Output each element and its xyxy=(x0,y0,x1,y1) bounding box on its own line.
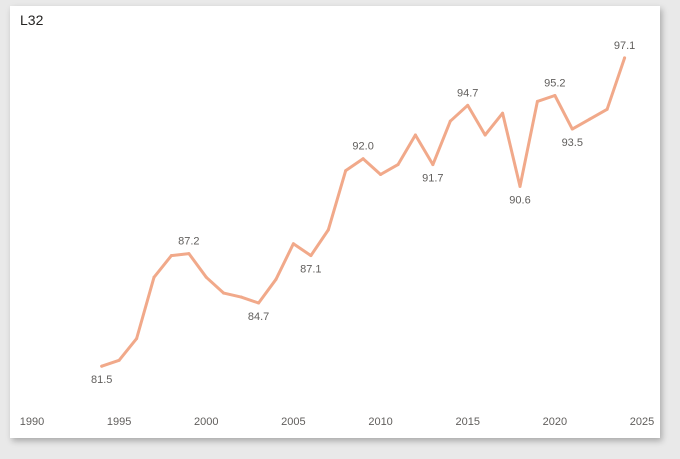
data-point xyxy=(379,173,383,177)
data-point xyxy=(588,117,592,121)
data-point xyxy=(222,291,226,295)
data-point xyxy=(326,228,330,232)
data-point xyxy=(344,169,348,173)
data-labels: 81.5 87.2 84.7 87.1 92.0 91.7 94.7 90.6 95.2 93.5… xyxy=(91,40,635,386)
data-label: 84.7 xyxy=(248,311,269,323)
data-point xyxy=(535,99,539,103)
data-point xyxy=(239,295,243,299)
data-point xyxy=(501,111,505,115)
data-point xyxy=(413,133,417,137)
data-point xyxy=(291,242,295,246)
data-point xyxy=(553,93,557,97)
data-point xyxy=(274,277,278,281)
data-label: 87.2 xyxy=(178,236,199,248)
line-chart: 1990 1995 2000 2005 2010 2015 2020 2025 81.5 87.… xyxy=(20,40,654,428)
data-point xyxy=(570,127,574,131)
data-point xyxy=(169,254,173,258)
data-point xyxy=(623,56,627,60)
data-label: 95.2 xyxy=(544,77,565,89)
x-axis: 1990 1995 2000 2005 2010 2015 2020 2025 xyxy=(20,416,654,428)
data-point xyxy=(100,364,104,368)
series-line xyxy=(100,56,627,368)
chart-card: L32 1990 1995 2000 2005 2010 2015 2020 2025 81.… xyxy=(10,6,660,438)
data-point xyxy=(466,103,470,107)
series-layer xyxy=(100,56,627,368)
data-label: 93.5 xyxy=(562,137,583,149)
data-point xyxy=(117,358,121,362)
x-tick-label: 2010 xyxy=(368,416,392,428)
data-label: 90.6 xyxy=(509,194,530,206)
chart-title: L32 xyxy=(20,12,44,28)
data-point xyxy=(152,275,156,279)
x-tick-label: 1995 xyxy=(107,416,131,428)
x-tick-label: 2005 xyxy=(281,416,305,428)
data-point xyxy=(204,275,208,279)
data-label: 87.1 xyxy=(300,264,321,276)
data-point xyxy=(431,163,435,167)
data-label: 91.7 xyxy=(422,173,443,185)
data-label: 97.1 xyxy=(614,40,635,52)
data-point xyxy=(518,184,522,188)
x-tick-label: 2000 xyxy=(194,416,218,428)
data-label: 92.0 xyxy=(352,141,373,153)
data-point xyxy=(309,254,313,258)
data-point xyxy=(448,119,452,123)
data-label: 81.5 xyxy=(91,374,112,386)
data-point xyxy=(483,133,487,137)
data-point xyxy=(257,301,261,305)
x-tick-label: 1990 xyxy=(20,416,44,428)
data-point xyxy=(135,337,139,341)
data-label: 94.7 xyxy=(457,87,478,99)
data-point xyxy=(605,107,609,111)
x-tick-label: 2025 xyxy=(630,416,654,428)
x-tick-label: 2020 xyxy=(543,416,567,428)
x-tick-label: 2015 xyxy=(455,416,479,428)
data-point xyxy=(361,157,365,161)
data-point xyxy=(396,163,400,167)
data-point xyxy=(187,252,191,256)
